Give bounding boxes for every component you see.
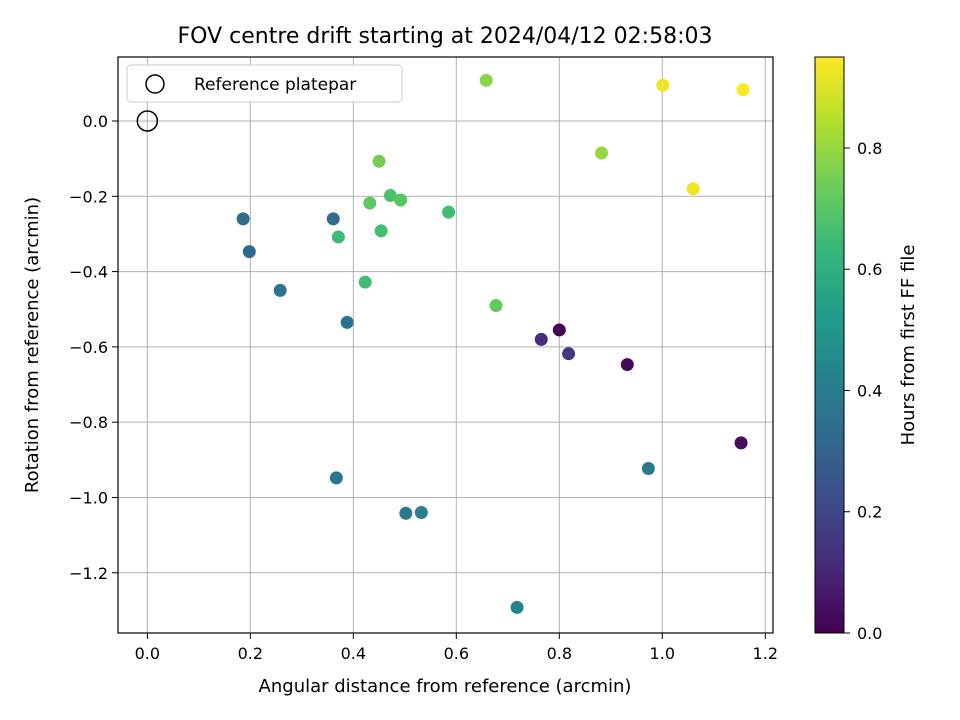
x-tick-label: 0.4 xyxy=(341,644,366,663)
data-point xyxy=(414,506,428,520)
data-point xyxy=(595,146,609,160)
data-point xyxy=(374,224,388,238)
legend-reference-label: Reference platepar xyxy=(194,75,356,95)
data-point xyxy=(242,245,256,259)
colorbar-ticks: 0.0 0.2 0.4 0.6 0.8 xyxy=(844,139,882,643)
y-tick-label: −0.2 xyxy=(69,187,108,206)
x-tick-label: 0.0 xyxy=(135,644,160,663)
data-point xyxy=(510,600,524,614)
data-point xyxy=(236,212,250,226)
data-point xyxy=(656,78,670,92)
y-tick-label: −1.2 xyxy=(69,564,108,583)
x-axis-label: Angular distance from reference (arcmin) xyxy=(259,676,632,697)
data-point xyxy=(442,205,456,219)
data-point xyxy=(534,332,548,346)
y-tick-label: −0.6 xyxy=(69,338,108,357)
colorbar-label: Hours from first FF file xyxy=(898,245,919,446)
data-point xyxy=(641,461,655,475)
x-tick-label: 0.8 xyxy=(547,644,572,663)
data-point xyxy=(329,471,343,485)
data-point xyxy=(383,189,397,203)
x-tick-label: 1.2 xyxy=(753,644,778,663)
legend: Reference platepar xyxy=(126,64,403,103)
data-point xyxy=(552,323,566,337)
grid-lines xyxy=(118,57,773,633)
x-axis-ticks: 0.0 0.2 0.4 0.6 0.8 1.0 1.2 xyxy=(135,633,778,663)
data-point xyxy=(358,275,372,289)
data-point xyxy=(562,347,576,361)
data-point xyxy=(340,315,354,329)
chart-title: FOV centre drift starting at 2024/04/12 … xyxy=(178,24,713,49)
y-tick-label: −1.0 xyxy=(69,488,108,507)
y-axis-ticks: 0.0 −0.2 −0.4 −0.6 −0.8 −1.0 −1.2 xyxy=(69,112,118,583)
y-tick-label: 0.0 xyxy=(83,112,108,131)
reference-marker-group xyxy=(136,110,159,132)
data-point xyxy=(620,358,634,372)
x-tick-label: 0.6 xyxy=(444,644,469,663)
data-point xyxy=(489,298,503,312)
legend-reference-marker xyxy=(145,74,165,94)
data-point xyxy=(394,193,408,207)
plot-frame xyxy=(117,56,774,634)
reference-platepar-marker xyxy=(136,110,159,132)
data-point xyxy=(399,506,413,520)
data-point xyxy=(273,283,287,297)
colorbar-tick-label: 0.2 xyxy=(857,503,882,522)
y-tick-label: −0.4 xyxy=(69,263,108,282)
data-point xyxy=(736,83,750,97)
colorbar-tick-label: 0.4 xyxy=(857,381,882,400)
data-points xyxy=(236,73,750,614)
data-point xyxy=(331,230,345,244)
y-axis-label: Rotation from reference (arcmin) xyxy=(22,197,43,493)
data-point xyxy=(326,212,340,226)
data-point xyxy=(479,73,493,87)
data-point xyxy=(363,196,377,210)
data-point xyxy=(372,154,386,168)
data-point xyxy=(734,436,748,450)
colorbar-tick-label: 0.6 xyxy=(857,260,882,279)
x-tick-label: 0.2 xyxy=(238,644,263,663)
colorbar-tick-label: 0.8 xyxy=(857,139,882,158)
x-tick-label: 1.0 xyxy=(650,644,675,663)
data-point xyxy=(686,182,700,196)
legend-box xyxy=(126,64,403,103)
y-tick-label: −0.8 xyxy=(69,413,108,432)
colorbar-tick-label: 0.0 xyxy=(857,624,882,643)
colorbar xyxy=(814,56,845,634)
